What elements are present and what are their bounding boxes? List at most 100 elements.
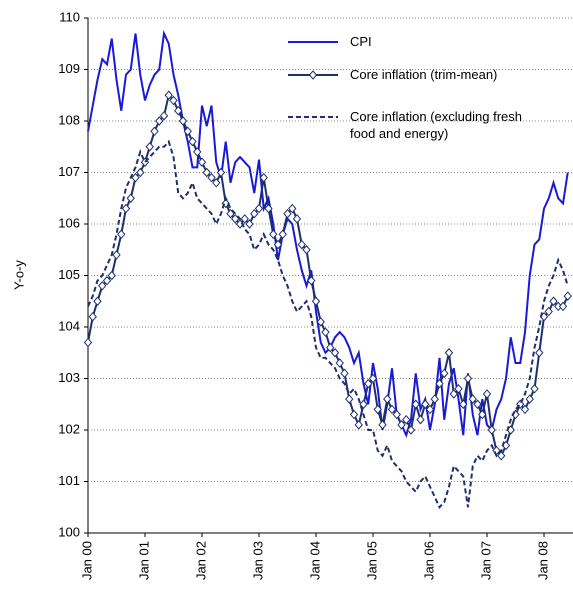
marker xyxy=(345,394,354,404)
marker xyxy=(136,167,145,178)
marker xyxy=(292,214,302,224)
marker xyxy=(449,389,458,399)
series-line xyxy=(87,139,569,510)
marker xyxy=(340,368,349,379)
y-tick-label: 103 xyxy=(58,370,80,385)
marker xyxy=(269,229,278,240)
series-line xyxy=(87,29,569,438)
x-tick-label: Jan 05 xyxy=(364,541,379,580)
y-tick-label: 101 xyxy=(58,473,80,488)
marker xyxy=(150,126,159,137)
marker xyxy=(392,409,401,420)
marker xyxy=(406,425,416,435)
marker xyxy=(364,378,373,389)
marker xyxy=(240,214,249,224)
marker xyxy=(131,172,140,183)
x-tick-label: Jan 04 xyxy=(307,541,322,580)
marker xyxy=(178,116,188,126)
marker xyxy=(468,394,477,404)
marker xyxy=(421,399,430,410)
legend-label: Core inflation (trim-mean) xyxy=(350,67,498,82)
marker xyxy=(321,327,330,337)
marker xyxy=(354,420,363,430)
legend-label: CPI xyxy=(350,34,372,49)
marker xyxy=(155,116,164,126)
marker xyxy=(525,394,534,404)
x-tick-label: Jan 07 xyxy=(478,541,493,580)
marker xyxy=(169,95,178,106)
marker xyxy=(250,208,259,219)
x-tick-label: Jan 06 xyxy=(421,541,436,580)
marker xyxy=(530,384,539,394)
x-tick-label: Jan 02 xyxy=(193,541,208,580)
marker xyxy=(383,394,392,404)
marker xyxy=(93,296,102,307)
marker xyxy=(326,342,335,353)
marker xyxy=(482,389,492,399)
marker xyxy=(563,291,572,301)
marker xyxy=(411,399,420,410)
marker xyxy=(535,347,544,358)
marker xyxy=(549,296,558,307)
marker xyxy=(216,167,226,178)
marker xyxy=(373,404,382,415)
marker xyxy=(145,141,154,152)
marker xyxy=(202,167,211,178)
marker xyxy=(121,203,131,214)
marker xyxy=(307,275,316,286)
marker xyxy=(283,208,292,219)
marker xyxy=(212,178,221,188)
marker xyxy=(183,126,192,137)
y-tick-label: 107 xyxy=(58,164,80,179)
marker xyxy=(102,275,112,286)
marker xyxy=(387,404,397,415)
marker xyxy=(254,203,264,214)
marker xyxy=(288,203,297,214)
y-tick-label: 110 xyxy=(59,9,80,24)
marker xyxy=(459,399,468,410)
y-tick-label: 100 xyxy=(58,524,80,539)
marker xyxy=(435,378,444,389)
marker xyxy=(278,229,287,240)
marker xyxy=(473,399,482,410)
marker xyxy=(478,409,487,420)
marker xyxy=(259,172,268,183)
marker xyxy=(330,347,340,358)
marker xyxy=(83,337,93,348)
marker xyxy=(430,394,439,404)
legend-label: Core inflation (excluding fresh food and… xyxy=(350,109,522,141)
marker xyxy=(107,270,116,281)
marker xyxy=(402,414,411,425)
marker xyxy=(88,311,97,322)
marker xyxy=(454,384,463,394)
marker xyxy=(368,373,378,384)
marker xyxy=(159,111,169,121)
marker xyxy=(245,219,254,229)
y-tick-label: 104 xyxy=(58,318,80,333)
marker xyxy=(126,193,135,204)
marker xyxy=(174,105,183,116)
marker xyxy=(378,420,387,430)
marker xyxy=(444,347,454,358)
marker xyxy=(397,420,406,430)
marker xyxy=(440,368,449,379)
marker xyxy=(349,409,359,420)
marker xyxy=(193,147,202,157)
marker xyxy=(416,414,425,425)
marker xyxy=(463,373,473,384)
marker xyxy=(197,157,207,167)
marker xyxy=(520,404,530,415)
x-tick-label: Jan 00 xyxy=(79,541,94,580)
y-tick-label: 109 xyxy=(58,61,80,76)
marker xyxy=(558,301,568,312)
marker xyxy=(316,317,325,327)
legend-marker xyxy=(308,70,318,80)
marker xyxy=(98,281,107,291)
marker xyxy=(311,296,321,307)
marker xyxy=(302,244,311,255)
y-tick-label: 102 xyxy=(58,421,80,436)
series-line xyxy=(87,93,569,458)
x-tick-label: Jan 01 xyxy=(136,541,151,580)
